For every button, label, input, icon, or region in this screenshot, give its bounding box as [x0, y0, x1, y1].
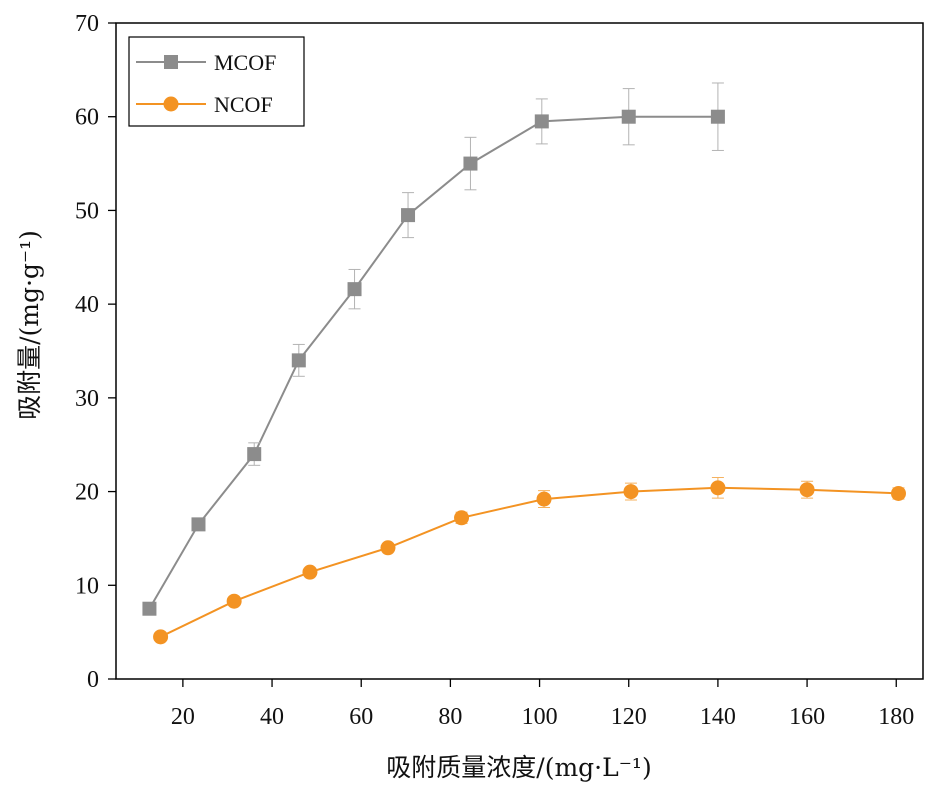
x-tick-label: 100 [522, 704, 558, 730]
y-tick-label: 50 [75, 198, 99, 224]
legend-box [128, 36, 305, 127]
data-point-mcof [401, 208, 416, 223]
y-tick-label: 40 [75, 292, 99, 318]
data-point-ncof [623, 484, 639, 500]
x-tick-label: 180 [878, 704, 914, 730]
y-tick-label: 60 [75, 105, 99, 131]
series-line-mcof [148, 115, 718, 610]
y-axis-title: 吸附量/(mg·g⁻¹) [15, 230, 44, 420]
data-point-mcof [710, 109, 725, 124]
plot-frame [115, 22, 924, 680]
series-line-ncof [160, 486, 899, 638]
legend-marker-mcof [164, 55, 178, 69]
x-tick-label: 40 [260, 704, 284, 730]
data-point-mcof [247, 447, 262, 462]
x-tick-label: 120 [611, 704, 647, 730]
legend-label-ncof: NCOF [214, 92, 273, 117]
data-point-ncof [454, 510, 470, 526]
data-point-ncof [226, 593, 242, 609]
legend: MCOF NCOF [128, 36, 305, 127]
y-tick-label: 10 [75, 573, 99, 599]
x-axis-title: 吸附质量浓度/(mg·L⁻¹) [386, 753, 651, 782]
legend-marker-ncof [163, 96, 179, 112]
y-tick-label: 70 [75, 11, 99, 37]
data-point-mcof [142, 601, 157, 616]
series-layer [142, 82, 906, 645]
data-point-mcof [621, 109, 636, 124]
y-tick-label: 0 [87, 667, 99, 693]
data-point-mcof [463, 156, 478, 171]
data-point-ncof [799, 482, 815, 498]
x-tick-label: 140 [700, 704, 736, 730]
data-point-mcof [534, 114, 549, 129]
legend-label-mcof: MCOF [214, 50, 276, 75]
data-point-ncof [710, 480, 726, 496]
x-tick-label: 80 [438, 704, 462, 730]
data-point-ncof [890, 485, 906, 501]
y-tick-label: 30 [75, 386, 99, 412]
data-point-ncof [380, 540, 396, 556]
y-tick-label: 20 [75, 480, 99, 506]
data-point-mcof [191, 517, 206, 532]
data-point-ncof [153, 629, 169, 645]
data-point-ncof [302, 564, 318, 580]
data-point-mcof [347, 282, 362, 297]
y-ticks: 0 10 20 30 40 50 60 70 [75, 11, 116, 693]
series-ncof [153, 477, 906, 645]
x-tick-label: 160 [789, 704, 825, 730]
series-mcof [142, 82, 725, 616]
x-ticks: 20 40 60 80 100 120 140 160 180 [171, 679, 914, 730]
x-tick-label: 20 [171, 704, 195, 730]
x-tick-label: 60 [349, 704, 373, 730]
data-point-ncof [536, 491, 552, 507]
data-point-mcof [291, 353, 306, 368]
